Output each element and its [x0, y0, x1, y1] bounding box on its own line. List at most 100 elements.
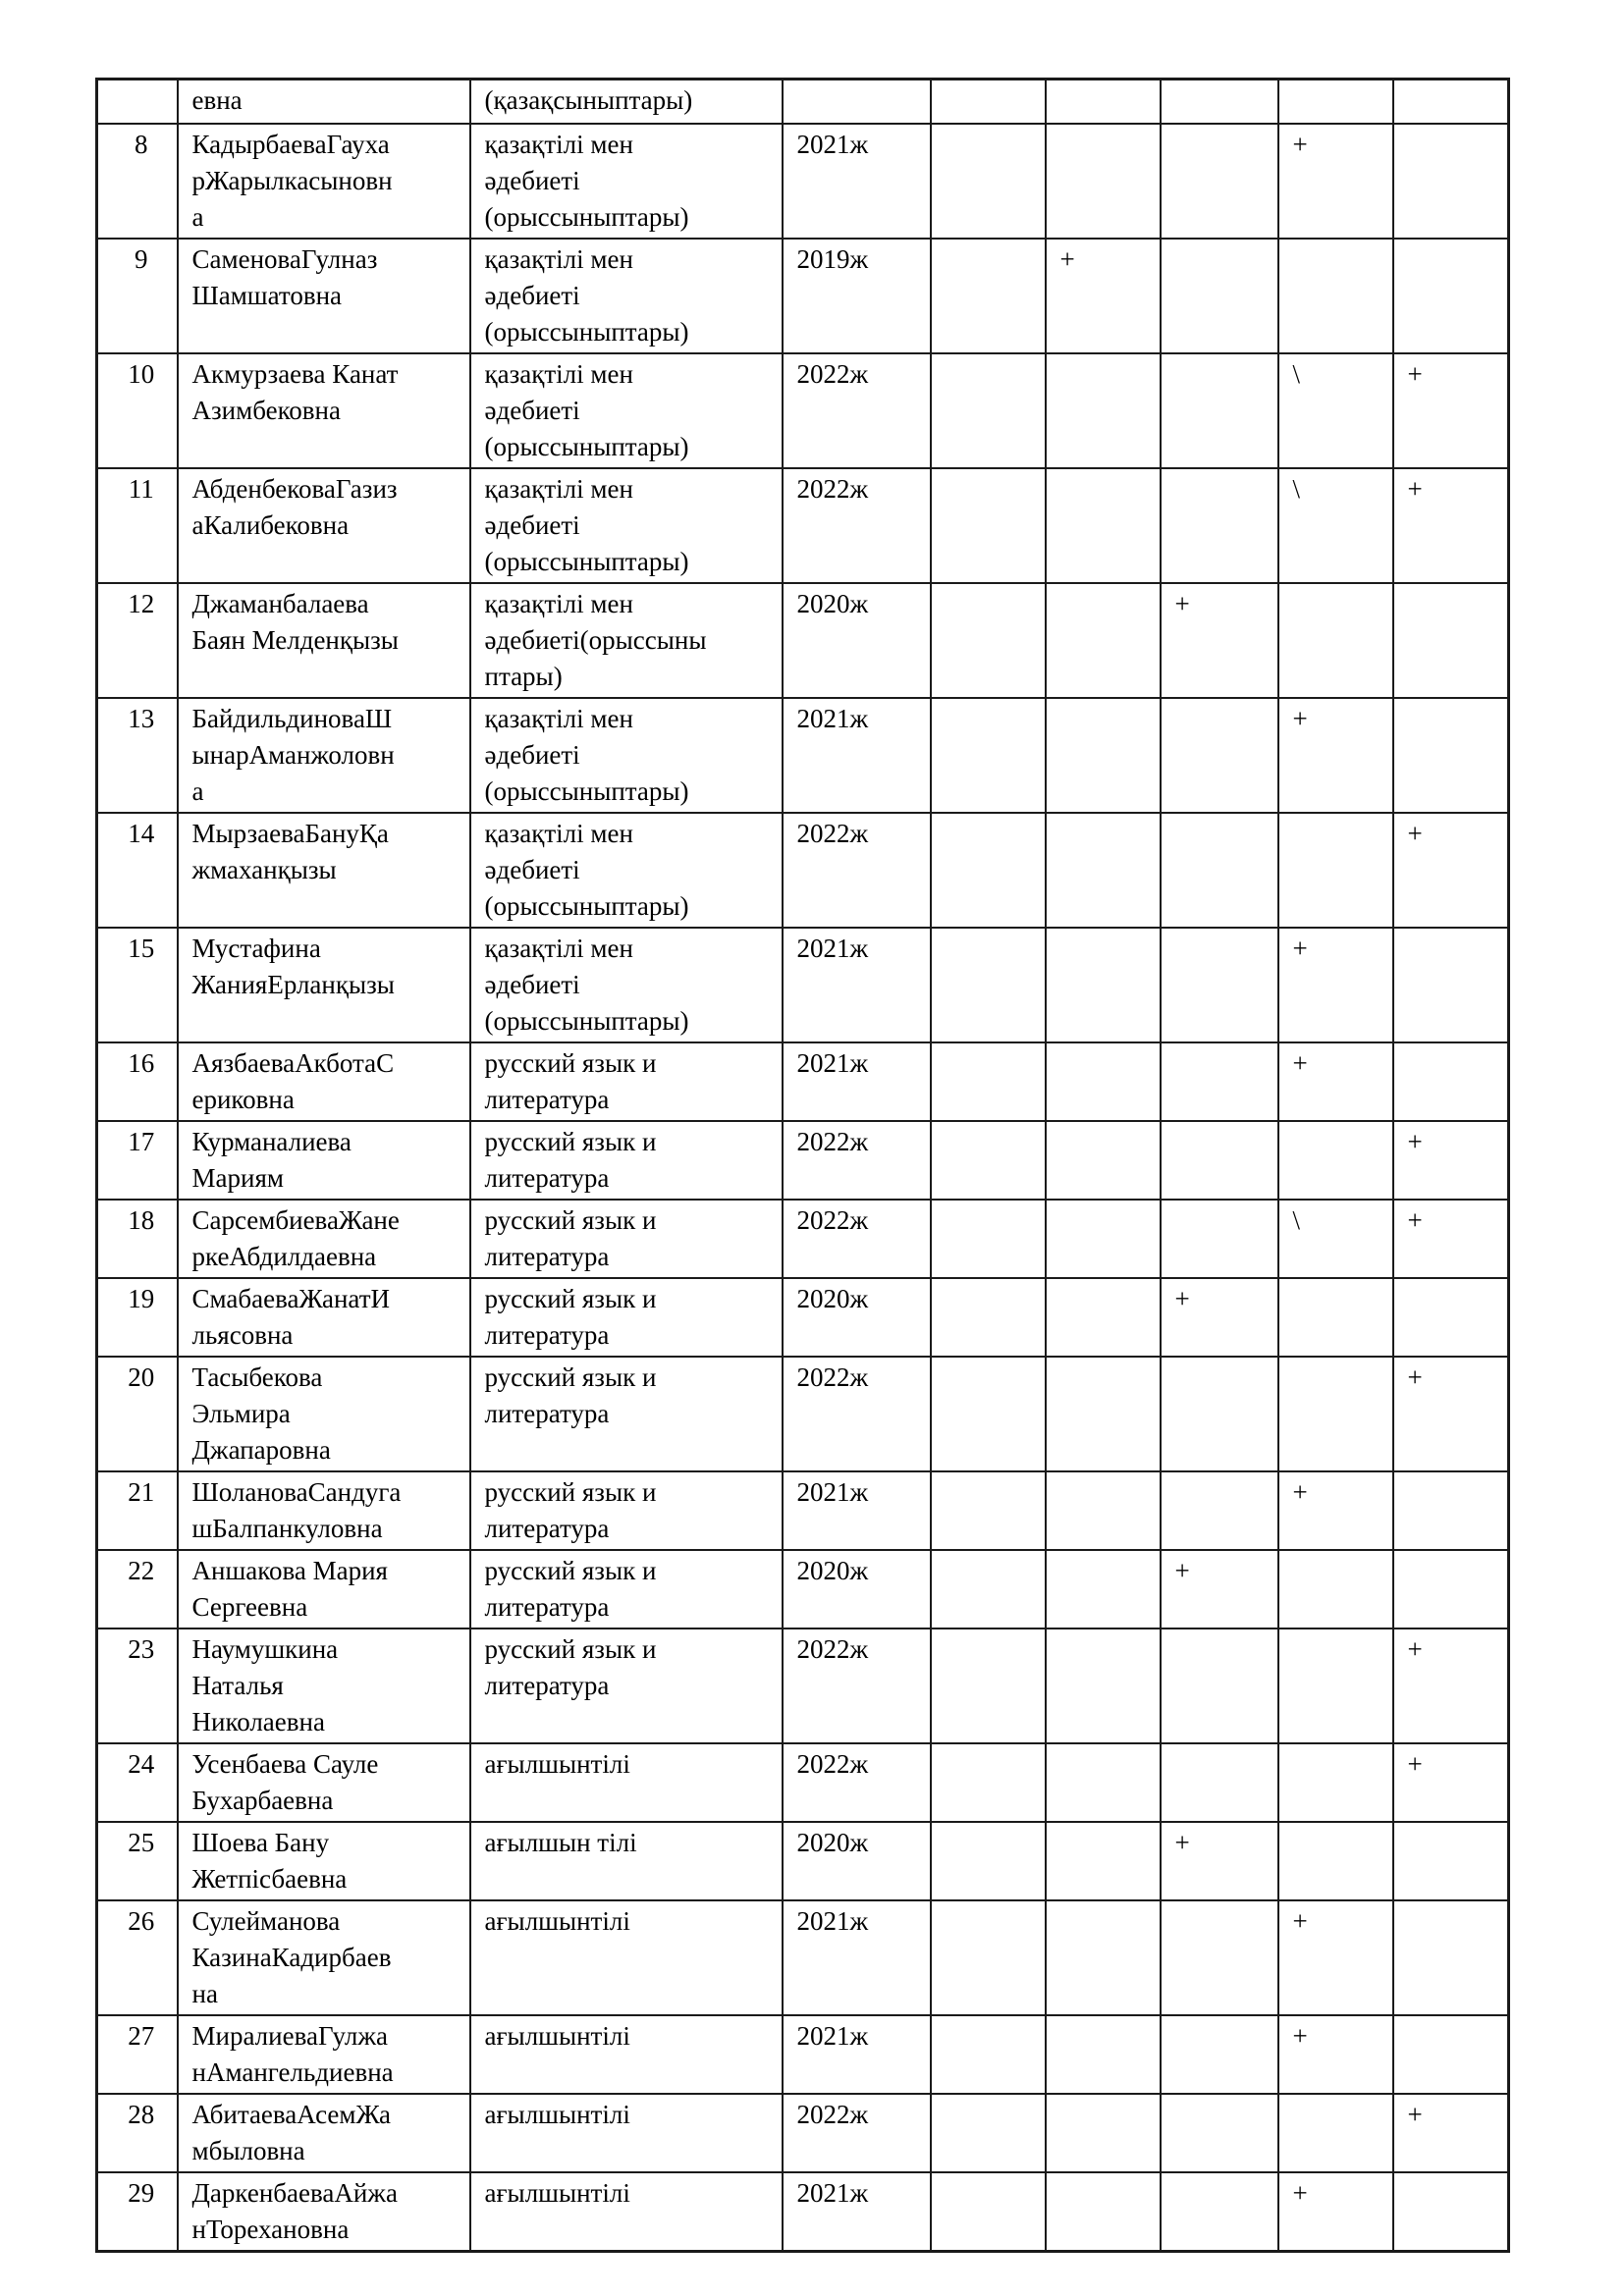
subject-cell: ағылшынтілі: [468, 2093, 784, 2173]
mark-cell: [1159, 1742, 1279, 1823]
teacher-name-cell: Акмурзаева Канат Азимбековна: [176, 352, 471, 469]
teacher-name-cell: АязбаеваАкботаС ериковна: [176, 1041, 471, 1122]
mark-cell: [1044, 1120, 1162, 1201]
mark-cell: \: [1276, 467, 1394, 584]
mark-cell: [1159, 1120, 1279, 1201]
mark-cell: [929, 2171, 1047, 2253]
mark-cell: [1159, 2171, 1279, 2253]
mark-cell: [929, 78, 1047, 125]
mark-cell: [1159, 1199, 1279, 1279]
subject-cell: ағылшынтілі: [468, 1899, 784, 2016]
subject-cell: русский язык и литература: [468, 1120, 784, 1201]
mark-cell: [929, 1277, 1047, 1358]
mark-cell: [1044, 1199, 1162, 1279]
mark-cell: [1044, 1470, 1162, 1551]
teacher-name-cell: Джаманбалаева Баян Мелденқызы: [176, 582, 471, 699]
mark-cell: [929, 2093, 1047, 2173]
table-row: 29 ДаркенбаеваАйжа нТорехановна ағылшынтіл…: [95, 2171, 1510, 2253]
mark-cell: [1391, 1821, 1510, 1901]
teacher-name-cell: ШолановаСандуга шБалпанкуловна: [176, 1470, 471, 1551]
mark-cell: [1391, 1899, 1510, 2016]
mark-cell: [1044, 582, 1162, 699]
mark-cell: [1276, 1120, 1394, 1201]
row-number-cell: 10: [95, 352, 179, 469]
year-cell: 2022ж: [781, 1120, 932, 1201]
mark-cell: [929, 1041, 1047, 1122]
mark-cell: +: [1044, 238, 1162, 354]
year-cell: 2020ж: [781, 1549, 932, 1629]
teacher-name-cell: Сулейманова КазинаКадирбаев на: [176, 1899, 471, 2016]
mark-cell: \: [1276, 1199, 1394, 1279]
mark-cell: [929, 123, 1047, 240]
year-cell: 2021ж: [781, 927, 932, 1043]
mark-cell: [1044, 812, 1162, 929]
mark-cell: [1159, 1628, 1279, 1744]
mark-cell: [929, 927, 1047, 1043]
year-cell: 2022ж: [781, 467, 932, 584]
row-number-cell: 21: [95, 1470, 179, 1551]
row-number-cell: 23: [95, 1628, 179, 1744]
year-cell: 2021ж: [781, 2014, 932, 2095]
subject-cell: қазақтілі мен әдебиеті (орыссыныптары): [468, 927, 784, 1043]
mark-cell: [1391, 238, 1510, 354]
mark-cell: [929, 467, 1047, 584]
table-row: 14 МырзаеваБануҚа жмаханқызы қазақтілі мен…: [95, 812, 1510, 929]
mark-cell: +: [1391, 1628, 1510, 1744]
subject-cell: қазақтілі мен әдебиеті (орыссыныптары): [468, 352, 784, 469]
mark-cell: [1159, 352, 1279, 469]
subject-cell: қазақтілі мен әдебиеті (орыссыныптары): [468, 467, 784, 584]
row-number-cell: 22: [95, 1549, 179, 1629]
subject-cell: русский язык и литература: [468, 1277, 784, 1358]
row-number-cell: 28: [95, 2093, 179, 2173]
mark-cell: [1276, 1549, 1394, 1629]
table-row: 24 Усенбаева Сауле Бухарбаевна ағылшынтілі…: [95, 1742, 1510, 1823]
mark-cell: [929, 1549, 1047, 1629]
year-cell: 2021ж: [781, 697, 932, 814]
mark-cell: [929, 1199, 1047, 1279]
table-row: 15 Мустафина ЖанияЕрланқызы қазақтілі мен …: [95, 927, 1510, 1043]
table-row: 20 Тасыбекова Эльмира Джапаровна русский я…: [95, 1356, 1510, 1472]
year-cell: 2022ж: [781, 812, 932, 929]
mark-cell: +: [1391, 1199, 1510, 1279]
teacher-name-cell: Шоева Бану Жетпісбаевна: [176, 1821, 471, 1901]
row-number-cell: 19: [95, 1277, 179, 1358]
mark-cell: +: [1276, 697, 1394, 814]
mark-cell: +: [1159, 1549, 1279, 1629]
year-cell: 2020ж: [781, 1277, 932, 1358]
mark-cell: +: [1276, 1470, 1394, 1551]
row-number-cell: 9: [95, 238, 179, 354]
mark-cell: \: [1276, 352, 1394, 469]
teacher-name-cell: СарсембиеваЖане ркеАбдилдаевна: [176, 1199, 471, 1279]
mark-cell: [1276, 1356, 1394, 1472]
year-cell: 2021ж: [781, 1899, 932, 2016]
year-cell: 2022ж: [781, 1742, 932, 1823]
subject-cell: русский язык и литература: [468, 1628, 784, 1744]
year-cell: [781, 78, 932, 125]
mark-cell: [1276, 78, 1394, 125]
table-row: 28 АбитаеваАсемЖа мбыловна ағылшынтілі 2022…: [95, 2093, 1510, 2173]
teacher-name-cell: АбитаеваАсемЖа мбыловна: [176, 2093, 471, 2173]
subject-cell: ағылшын тілі: [468, 1821, 784, 1901]
mark-cell: [1391, 78, 1510, 125]
mark-cell: [929, 1742, 1047, 1823]
row-number-cell: 18: [95, 1199, 179, 1279]
mark-cell: [1276, 812, 1394, 929]
row-number-cell: 8: [95, 123, 179, 240]
mark-cell: [1159, 1899, 1279, 2016]
table-row: 23 Наумушкина Наталья Николаевна русский я…: [95, 1628, 1510, 1744]
table-row: 8 КадырбаеваГауха рЖарылкасыновн а қазақті…: [95, 123, 1510, 240]
teacher-name-cell: Усенбаева Сауле Бухарбаевна: [176, 1742, 471, 1823]
mark-cell: [1391, 582, 1510, 699]
mark-cell: [929, 1821, 1047, 1901]
table-row: 9 СаменоваГулназ Шамшатовна қазақтілі мен …: [95, 238, 1510, 354]
subject-cell: русский язык и литература: [468, 1199, 784, 1279]
teacher-name-cell: КадырбаеваГауха рЖарылкасыновн а: [176, 123, 471, 240]
row-number-cell: 12: [95, 582, 179, 699]
mark-cell: [1044, 1821, 1162, 1901]
table-row: 16 АязбаеваАкботаС ериковна русский язык и…: [95, 1041, 1510, 1122]
mark-cell: [929, 1120, 1047, 1201]
year-cell: 2021ж: [781, 123, 932, 240]
year-cell: 2020ж: [781, 1821, 932, 1901]
row-number-cell: 29: [95, 2171, 179, 2253]
